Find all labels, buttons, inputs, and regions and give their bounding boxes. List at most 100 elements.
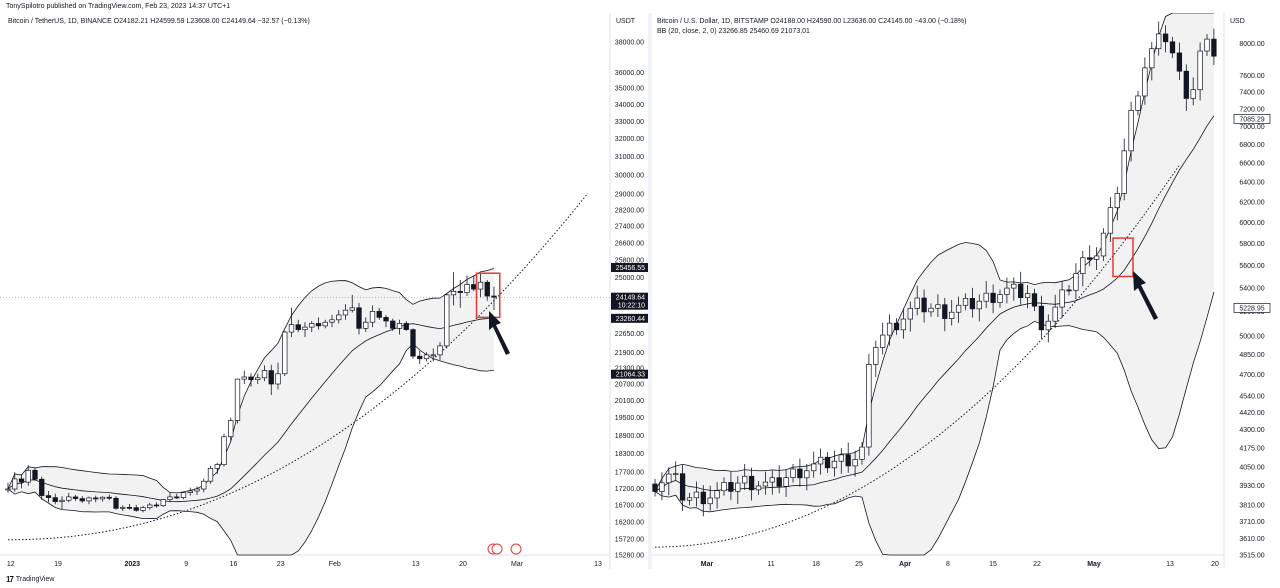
y-tick-label: 29000.00: [615, 192, 644, 199]
candle-body: [430, 354, 436, 357]
y-tick-label: 19500.00: [615, 415, 644, 422]
bollinger-lower: [654, 292, 1215, 556]
candle-body: [1066, 289, 1072, 292]
candle-body: [893, 322, 900, 331]
x-tick-label: 12: [7, 561, 15, 568]
candle-body: [1031, 293, 1038, 307]
y-tick-label: 16200.00: [615, 520, 644, 527]
candle-body: [261, 370, 268, 379]
candle-body: [336, 314, 342, 321]
candle-body: [1176, 52, 1183, 72]
candle-body: [1004, 287, 1010, 295]
bollinger-basis: [654, 115, 1215, 492]
x-tick-label: 13: [594, 561, 602, 568]
candle-body: [403, 323, 409, 330]
candle-body: [873, 347, 879, 365]
candle-body: [86, 497, 92, 502]
candle-body: [1204, 38, 1210, 52]
candle-body: [423, 354, 430, 360]
candle-body: [673, 473, 679, 476]
price-label-bg: [1233, 114, 1271, 124]
y-tick-label: 7400.00: [1239, 89, 1264, 96]
y-tick-label: 5400.00: [1239, 285, 1264, 292]
y-tick-label: 4540.00: [1239, 393, 1264, 400]
y-tick-label: 35000.00: [615, 86, 644, 93]
price-label-text: 25456.55: [616, 265, 645, 272]
candle-body: [942, 304, 948, 319]
candle-body: [1024, 293, 1031, 298]
y-tick-label: 8000.00: [1239, 41, 1264, 48]
candle-body: [147, 504, 153, 509]
x-tick-label: 20: [459, 561, 467, 568]
candle-body: [1142, 67, 1148, 97]
y-tick-label: 3710.00: [1239, 519, 1264, 526]
footer-brand: 17 TradingView: [6, 575, 54, 584]
candle-body: [762, 481, 769, 487]
candle-body: [214, 464, 220, 469]
candle-body: [126, 506, 133, 509]
brand-label: TradingView: [15, 576, 55, 583]
candle-body: [376, 311, 382, 318]
candle-body: [322, 321, 328, 327]
price-label-bg: [611, 300, 648, 310]
bollinger-upper: [654, 12, 1214, 492]
y-tick-label: 4420.00: [1239, 410, 1264, 417]
candle-body: [187, 490, 193, 493]
candle-body: [315, 323, 322, 327]
candle-body: [484, 281, 490, 297]
candle-body: [914, 297, 920, 309]
arrow-annotation: [1133, 271, 1158, 320]
x-tick-label: 23: [277, 561, 285, 568]
chart-panel-left[interactable]: Bitcoin / TetherUS, 1D, BINANCE O24182.2…: [0, 13, 648, 569]
x-tick-label: 2023: [124, 561, 140, 568]
y-tick-label: 18900.00: [615, 433, 644, 440]
candle-body: [707, 497, 713, 505]
x-tick-label: Mar: [511, 561, 524, 568]
x-tick-label: 18: [812, 561, 820, 568]
y-tick-label: 5800.00: [1239, 241, 1264, 248]
candle-body: [255, 377, 261, 381]
candle-body: [450, 291, 457, 296]
candle-body: [349, 307, 355, 311]
panel-divider[interactable]: [648, 13, 652, 569]
candle-body: [363, 321, 369, 329]
candle-body: [679, 473, 686, 501]
price-label-text: 21064.33: [616, 372, 645, 379]
bollinger-fill: [8, 268, 494, 555]
candle-body: [32, 469, 38, 480]
candle-body: [1107, 207, 1114, 234]
candle-body: [955, 304, 962, 313]
candle-body: [845, 454, 851, 467]
chart-left-svg[interactable]: Bitcoin / TetherUS, 1D, BINANCE O24182.2…: [0, 13, 648, 569]
candle-body: [693, 491, 700, 499]
y-tick-label: 28200.00: [615, 207, 644, 214]
y-tick-label: 38000.00: [615, 39, 644, 46]
x-tick-label: 16: [230, 561, 238, 568]
candle-body: [153, 504, 160, 507]
price-label-bg: [611, 313, 648, 323]
candle-body: [700, 491, 706, 505]
price-label-text: 5228.95: [1239, 305, 1264, 312]
y-tick-label: 3610.00: [1239, 536, 1264, 543]
y-tick-label: 17200.00: [615, 486, 644, 493]
candle-body: [464, 284, 470, 293]
chart-panel-right[interactable]: Bitcoin / U.S. Dollar, 1D, BITSTAMP O241…: [652, 12, 1280, 569]
x-tick-label: 25: [855, 561, 863, 568]
y-tick-label: 31000.00: [615, 154, 644, 161]
price-label-text: 24149.64: [616, 295, 645, 302]
candle-body: [1121, 150, 1127, 194]
candle-body: [52, 497, 58, 502]
candle-body: [390, 320, 396, 329]
y-tick-label: 3515.00: [1239, 553, 1264, 560]
y-tick-label: 7000.00: [1239, 124, 1264, 131]
candle-body: [369, 311, 376, 323]
candle-body: [659, 482, 665, 492]
candle-body: [1128, 110, 1134, 152]
y-tick-label: 17700.00: [615, 470, 644, 477]
y-tick-label: 4175.00: [1239, 445, 1264, 452]
chart-right-svg[interactable]: Bitcoin / U.S. Dollar, 1D, BITSTAMP O241…: [652, 12, 1280, 569]
candle-body: [1135, 95, 1141, 111]
y-tick-label: 36000.00: [615, 70, 644, 77]
event-flag-icon: [491, 543, 503, 555]
candle-body: [1149, 48, 1155, 69]
